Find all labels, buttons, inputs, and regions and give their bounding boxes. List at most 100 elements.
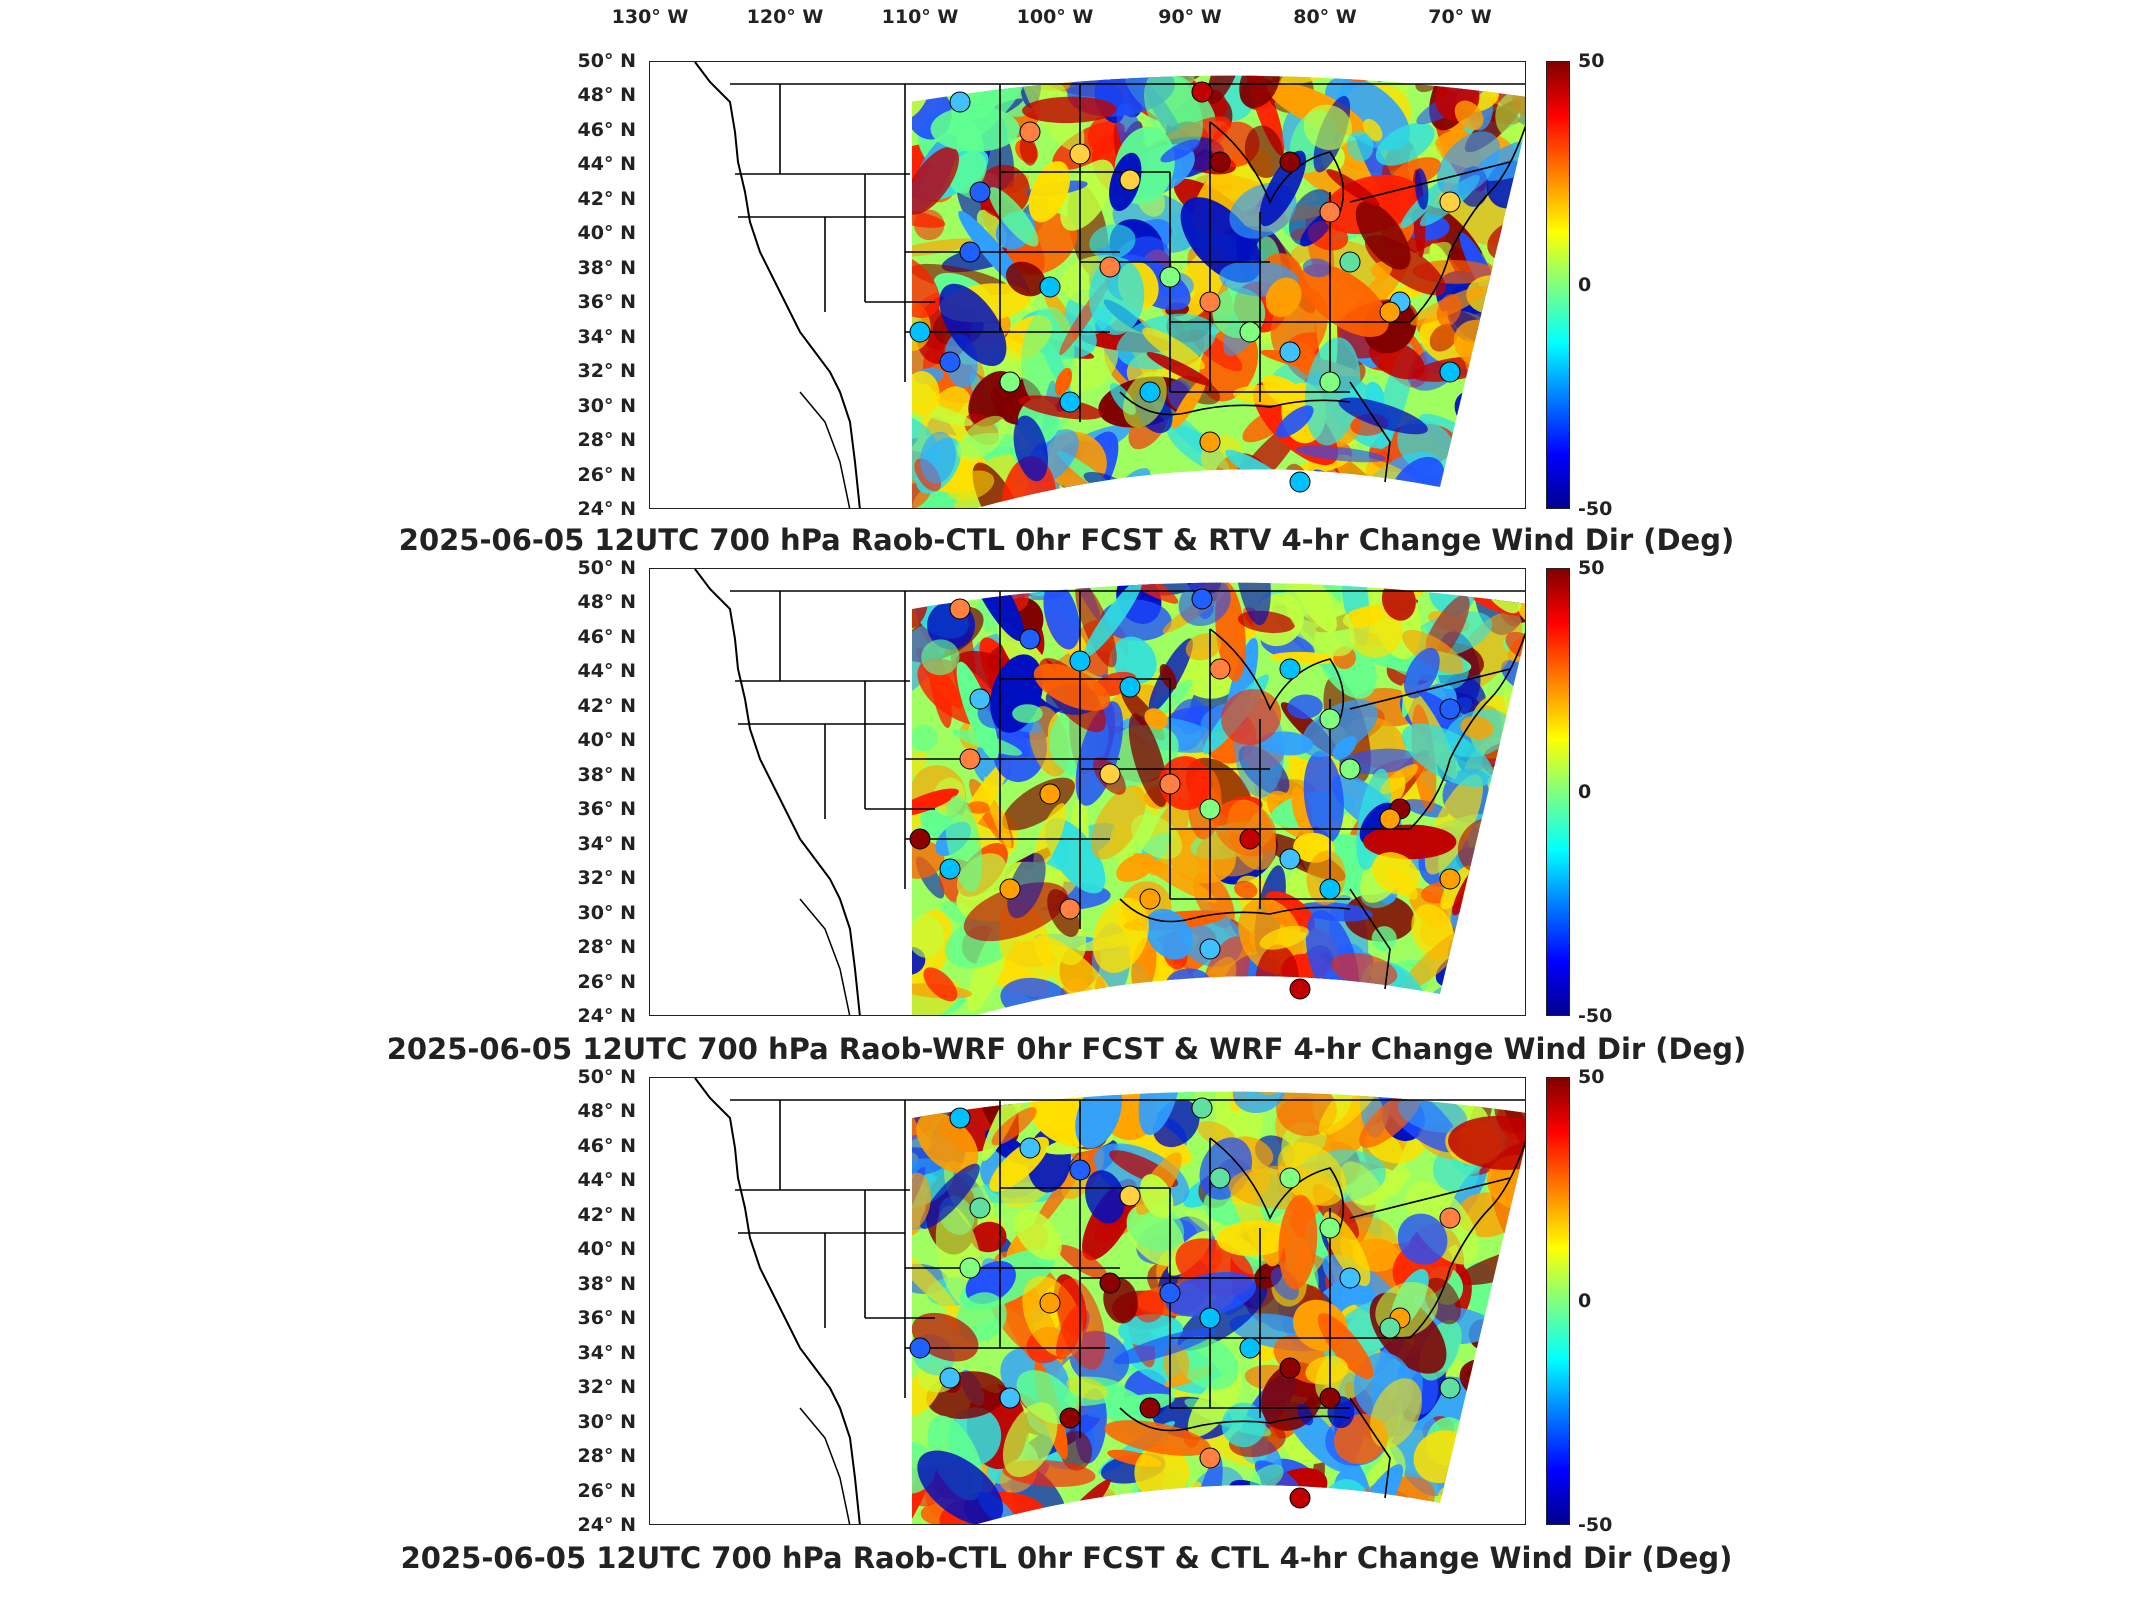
field-blob xyxy=(1463,1419,1525,1471)
field-blob xyxy=(1340,1518,1422,1524)
raob-station-marker xyxy=(1279,658,1301,680)
raob-station-marker xyxy=(1319,201,1341,223)
field-blob xyxy=(1515,798,1525,829)
latitude-label: 38° N xyxy=(577,256,636,279)
raob-station-marker xyxy=(1039,1292,1061,1314)
raob-station-marker xyxy=(1119,1185,1141,1207)
raob-station-marker xyxy=(1069,143,1091,165)
field-blob xyxy=(1346,130,1374,162)
latitude-label: 48° N xyxy=(577,84,636,107)
colorbar xyxy=(1546,61,1570,509)
field-blob xyxy=(1485,437,1525,477)
state-boundary xyxy=(1349,381,1391,483)
latitude-label: 28° N xyxy=(577,1445,636,1468)
field-blob xyxy=(1104,1420,1211,1456)
field-blob xyxy=(1075,582,1117,668)
field-blob xyxy=(1007,852,1046,919)
field-blob xyxy=(952,729,1022,756)
field-blob xyxy=(1461,427,1513,466)
raob-station-marker xyxy=(939,351,961,373)
latitude-label: 26° N xyxy=(577,1479,636,1502)
field-blob xyxy=(912,1244,958,1313)
latitude-label: 30° N xyxy=(577,1410,636,1433)
field-blob xyxy=(1146,352,1213,386)
field-blob xyxy=(1171,378,1207,429)
field-blob xyxy=(1481,1322,1525,1356)
raob-station-marker xyxy=(1191,81,1213,103)
field-blob xyxy=(1462,963,1525,1015)
raob-station-marker xyxy=(1059,898,1081,920)
field-blob xyxy=(1306,492,1332,508)
field-blob xyxy=(1086,485,1147,508)
field-blob xyxy=(1216,1220,1292,1257)
latitude-label: 44° N xyxy=(577,153,636,176)
latitude-label: 42° N xyxy=(577,187,636,210)
raob-station-marker xyxy=(959,748,981,770)
raob-station-marker xyxy=(1379,1317,1401,1339)
field-blob xyxy=(1019,135,1038,166)
field-blob xyxy=(983,776,1012,849)
field-blob xyxy=(1028,161,1071,223)
field-blob xyxy=(1134,1445,1190,1501)
raob-station-marker xyxy=(1239,828,1261,850)
field-blob xyxy=(1002,1402,1058,1478)
field-blob xyxy=(1234,582,1271,626)
raob-station-marker xyxy=(1099,1272,1121,1294)
latitude-label: 50° N xyxy=(577,557,636,579)
field-blob xyxy=(912,1172,931,1229)
field-blob xyxy=(1486,972,1525,1008)
latitude-label: 30° N xyxy=(577,901,636,924)
raob-station-marker xyxy=(939,1367,961,1389)
state-boundary xyxy=(1349,888,1391,990)
field-blob xyxy=(994,1520,1046,1524)
field-blob xyxy=(1492,378,1525,423)
raob-station-marker xyxy=(1199,291,1221,313)
raob-station-marker xyxy=(959,1257,981,1279)
field-blob xyxy=(1454,426,1497,465)
field-blob xyxy=(1066,1376,1108,1400)
raob-station-marker xyxy=(1439,191,1461,213)
field-blob xyxy=(1461,394,1525,458)
field-blob xyxy=(1440,865,1474,910)
field-blob xyxy=(1084,582,1143,658)
field-blob xyxy=(1180,998,1195,1015)
field-blob xyxy=(1510,266,1525,310)
field-blob xyxy=(1302,258,1332,278)
raob-station-marker xyxy=(1039,276,1061,298)
raob-station-marker xyxy=(1139,381,1161,403)
field-blob xyxy=(1128,713,1168,807)
field-blob xyxy=(1259,925,1309,950)
raob-station-marker xyxy=(1019,628,1041,650)
latitude-label: 24° N xyxy=(577,1514,636,1536)
field-blob xyxy=(1070,1078,1145,1089)
latitude-label: 40° N xyxy=(577,222,636,245)
raob-station-marker xyxy=(969,181,991,203)
field-blob xyxy=(1187,1370,1243,1437)
colorbar-tick-label: 50 xyxy=(1578,1066,1605,1088)
raob-station-marker xyxy=(1059,391,1081,413)
raob-station-marker xyxy=(1289,978,1311,1000)
field-blob xyxy=(1057,1278,1106,1370)
latitude-label: 44° N xyxy=(577,1169,636,1192)
map-canvas xyxy=(694,62,1525,508)
latitude-label: 24° N xyxy=(577,1005,636,1027)
field-blob xyxy=(1499,862,1525,912)
field-blob xyxy=(912,146,960,215)
latitude-label: 40° N xyxy=(577,1238,636,1261)
raob-station-marker xyxy=(1159,1282,1181,1304)
field-blob xyxy=(1134,1290,1165,1323)
field-blob xyxy=(912,788,959,817)
field-blob xyxy=(1033,663,1111,711)
raob-station-marker xyxy=(1279,1167,1301,1189)
field-blob xyxy=(1295,445,1386,463)
field-blob xyxy=(1507,409,1525,445)
baja-coastline xyxy=(799,1407,851,1524)
field-blob xyxy=(1244,125,1284,178)
raob-station-marker xyxy=(949,598,971,620)
state-boundary xyxy=(1409,125,1525,323)
field-blob xyxy=(1524,1445,1525,1477)
field-blob xyxy=(1384,75,1409,96)
field-blob xyxy=(1138,1091,1182,1136)
field-blob xyxy=(1018,569,1078,583)
raob-station-marker xyxy=(1279,341,1301,363)
